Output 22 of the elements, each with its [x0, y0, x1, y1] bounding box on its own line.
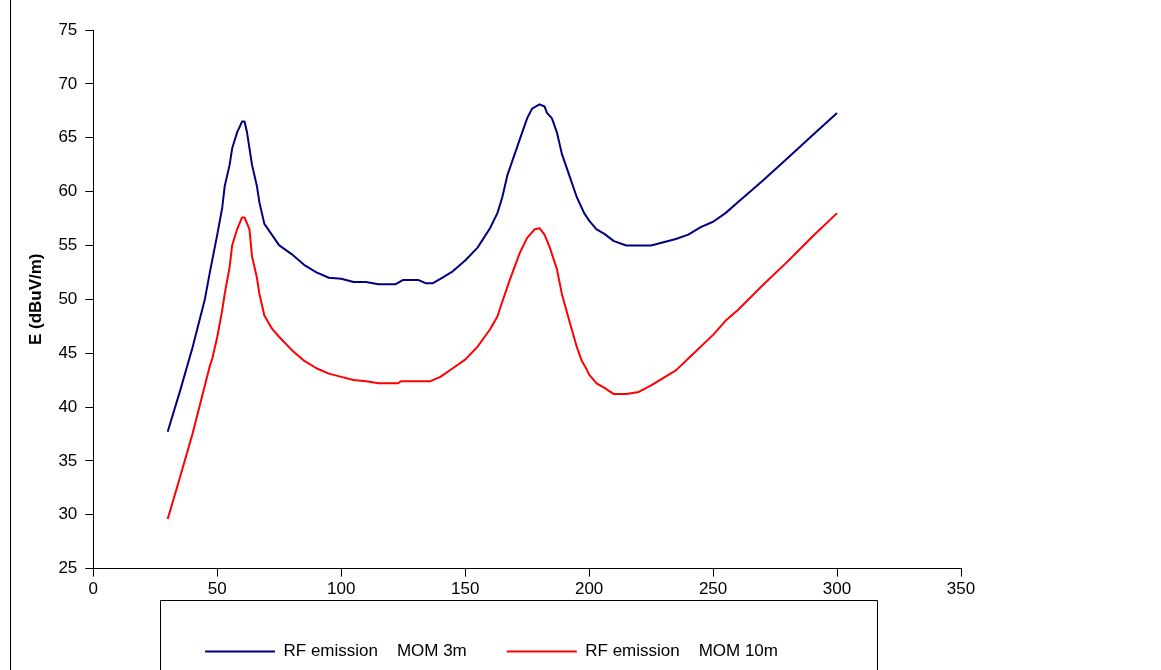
x-tick-label: 250 [698, 579, 728, 599]
x-tick-label: 100 [327, 579, 356, 599]
x-tick-label: 150 [450, 579, 480, 599]
legend-label: RF emission MOM 3m [283, 641, 467, 661]
y-tick-label: 75 [58, 19, 78, 39]
y-tick-label: 50 [58, 288, 78, 308]
y-tick-label: 40 [58, 396, 78, 416]
legend-label: RF emission MOM 10m [585, 641, 778, 661]
y-tick-label: 70 [58, 73, 78, 93]
x-tick-label: 300 [822, 579, 852, 599]
y-tick-label: 35 [58, 450, 78, 470]
y-tick-label: 45 [58, 342, 78, 362]
x-tick-label: 0 [88, 579, 99, 599]
x-tick-label: 200 [574, 579, 604, 599]
y-tick-label: 30 [58, 504, 78, 524]
y-tick-label: 65 [58, 127, 78, 147]
x-tick-label: 350 [946, 579, 976, 599]
y-tick-label: 55 [58, 235, 78, 255]
y-tick-label: 25 [58, 558, 78, 578]
x-tick-label: 50 [207, 579, 227, 599]
y-axis-title: E (dBuV/m) [25, 253, 45, 346]
y-tick-label: 60 [58, 181, 78, 201]
